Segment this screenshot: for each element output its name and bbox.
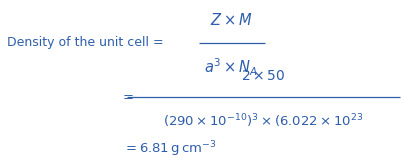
Text: $a^{3}\times N_{A}$: $a^{3}\times N_{A}$ [204, 57, 257, 78]
Text: $(290\times10^{-10})^{3}\times(6.022\times10^{23}$: $(290\times10^{-10})^{3}\times(6.022\tim… [163, 112, 363, 130]
Text: $2\times 50$: $2\times 50$ [241, 69, 285, 83]
Text: $Z\times M$: $Z\times M$ [209, 12, 252, 28]
Text: $=6.81\,\mathrm{g\,cm}^{-3}$: $=6.81\,\mathrm{g\,cm}^{-3}$ [122, 139, 215, 159]
Text: =: = [122, 91, 133, 104]
Text: Density of the unit cell =: Density of the unit cell = [7, 36, 164, 49]
